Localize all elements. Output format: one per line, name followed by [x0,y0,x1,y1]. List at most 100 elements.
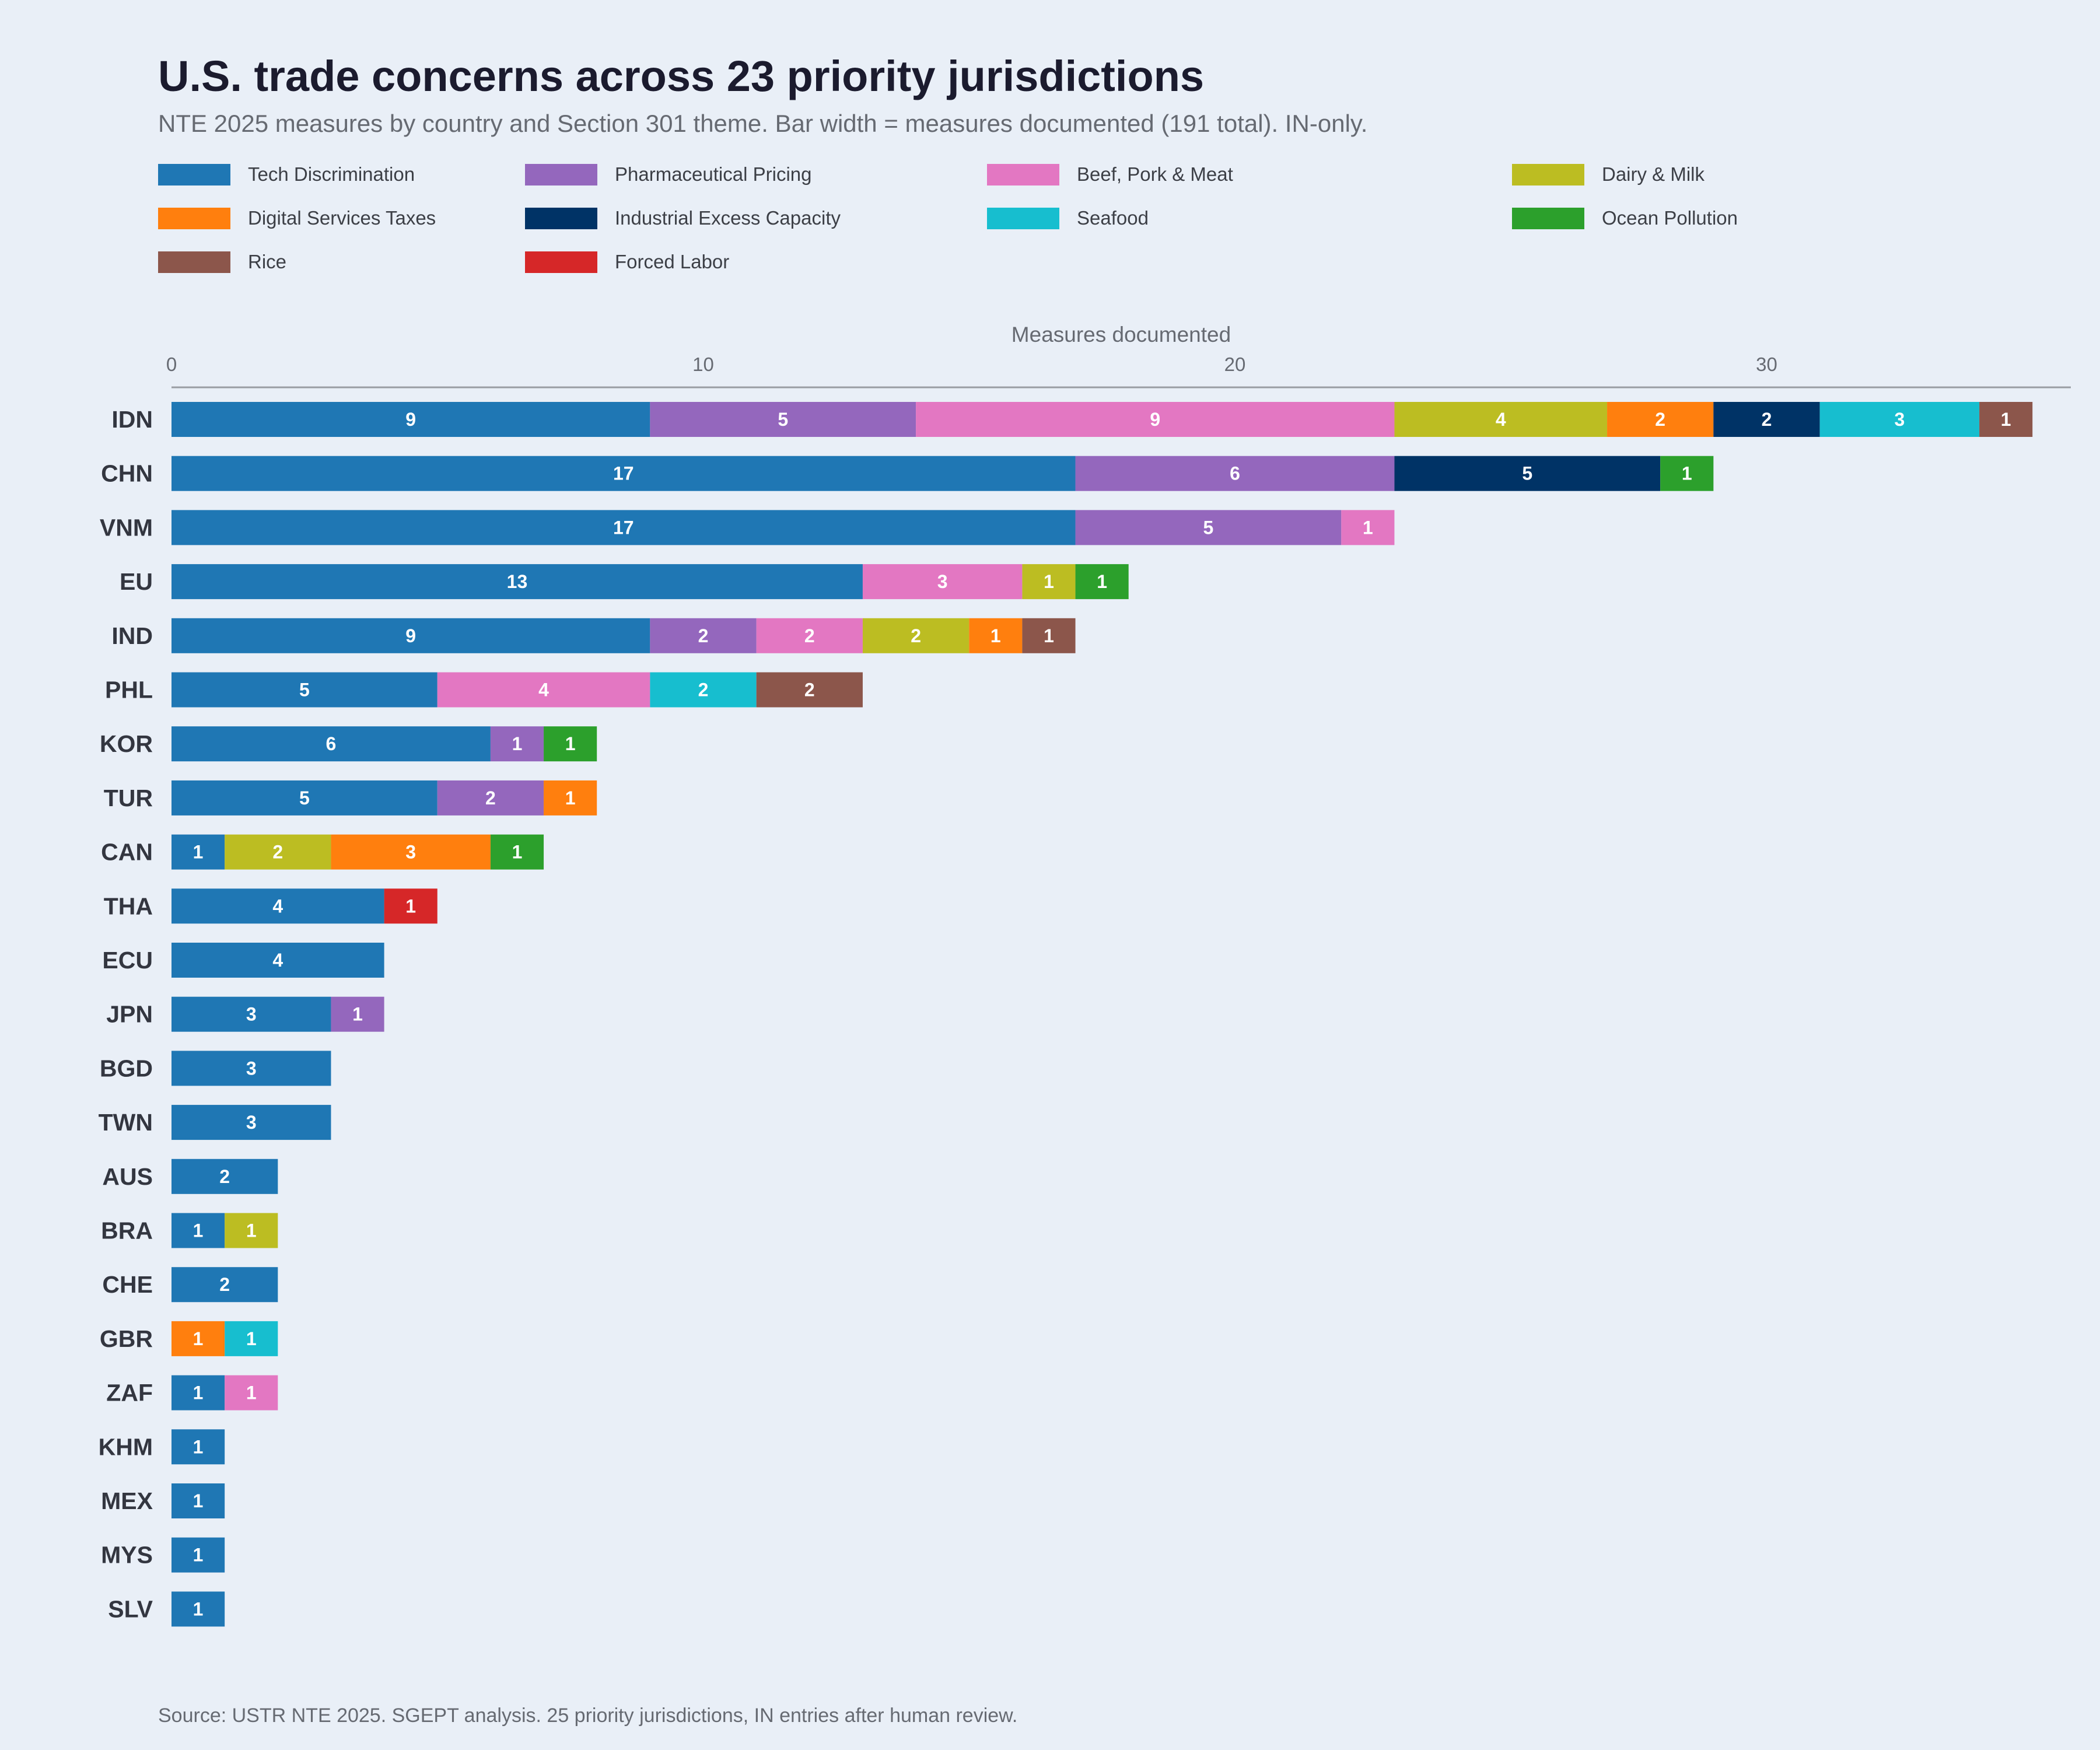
data-label: 3 [405,842,416,863]
bar-segment [544,726,597,762]
bar-segment [172,834,225,870]
data-label: 2 [485,788,496,808]
legend-label: Digital Services Taxes [248,207,436,229]
data-label: 1 [193,1220,204,1241]
category-label: GBR [100,1325,153,1352]
bar-segment [225,834,331,870]
bar-segment [437,672,650,708]
bar-segment [172,1105,331,1140]
category-label: ECU [102,947,153,974]
data-label: 1 [193,1382,204,1404]
data-label: 1 [1044,625,1054,646]
data-label: 1 [405,895,416,916]
bar-segment [172,1267,278,1303]
data-label: 6 [1230,463,1240,484]
bar-segment [172,1429,225,1465]
data-label: 5 [1203,517,1214,538]
legend-label: Pharmaceutical Pricing [615,163,812,185]
data-label: 6 [326,733,337,754]
bar-segment [1022,564,1076,600]
bar-segment [490,834,544,870]
legend-item: Rice [158,251,525,273]
legend-swatch [525,207,597,229]
legend-item: Industrial Excess Capacity [525,207,987,229]
bar-segment [331,834,491,870]
data-label: 1 [1682,463,1692,484]
category-label: JPN [106,1001,153,1028]
bar-segment [650,402,916,437]
bar-segment [172,402,650,437]
data-label: 4 [272,950,283,971]
bar-segment [172,1483,225,1518]
legend-swatch [158,251,230,273]
data-label: 3 [246,1112,257,1133]
data-label: 2 [219,1166,230,1187]
bar-segment [172,1321,225,1356]
category-label: IDN [111,406,153,433]
data-label: 9 [405,625,416,646]
bar-segment [331,996,384,1032]
data-label: 17 [613,517,634,538]
data-label: 5 [778,409,788,430]
legend-label: Dairy & Milk [1602,163,1705,185]
data-label: 9 [405,409,416,430]
bar-segment [1660,456,1714,491]
chart-subtitle: NTE 2025 measures by country and Section… [158,110,1368,137]
data-label: 2 [911,625,921,646]
bar-segment [172,726,491,762]
category-label: BGD [100,1055,153,1082]
data-label: 1 [193,842,204,863]
bar-segment [756,618,863,653]
bar-segment [172,1158,278,1194]
bar-segment [172,888,384,924]
category-label: MEX [101,1488,153,1514]
data-label: 1 [565,788,576,808]
data-label: 5 [1522,463,1532,484]
bar-segment [172,780,438,816]
bar-segment [650,618,757,653]
data-label: 1 [193,1545,204,1566]
x-tick-label: 10 [692,354,714,375]
data-label: 1 [512,733,523,754]
bar-segment [172,456,1076,491]
bar-segment [1394,402,1608,437]
data-label: 4 [272,895,283,916]
category-label: KHM [99,1433,153,1460]
x-tick-label: 0 [166,354,177,375]
legend-item: Pharmaceutical Pricing [525,163,987,186]
data-label: 1 [1363,517,1373,538]
legend-swatch [1512,207,1584,229]
legend-label: Rice [248,251,287,272]
legend-swatch [525,251,597,273]
legend-item: Tech Discrimination [158,163,525,186]
bar-segment [1607,402,1714,437]
data-label: 3 [246,1058,257,1079]
category-label: MYS [101,1542,153,1569]
bar-segment [172,943,384,978]
category-label: TWN [99,1109,153,1136]
data-label: 2 [804,625,815,646]
data-label: 1 [193,1490,204,1511]
legend-swatch [987,207,1059,229]
data-label: 3 [937,571,948,592]
category-label: BRA [101,1217,153,1244]
data-label: 17 [613,463,634,484]
category-label: EU [120,568,153,595]
data-label: 4 [538,680,549,701]
data-label: 1 [246,1382,257,1404]
data-label: 1 [565,733,576,754]
bar-segment [225,1321,278,1356]
data-label: 1 [246,1220,257,1241]
bar-segment [437,780,544,816]
category-label: THA [104,892,153,919]
bar-segment [650,672,757,708]
bar-segment [1341,510,1395,545]
bar-segment [1022,618,1076,653]
bar-segment [1075,564,1129,600]
legend-label: Ocean Pollution [1602,207,1738,229]
x-tick-label: 30 [1756,354,1777,375]
data-label: 1 [193,1436,204,1457]
category-label: VNM [100,514,153,541]
bar-segment [756,672,863,708]
bar-segment [1713,402,1820,437]
